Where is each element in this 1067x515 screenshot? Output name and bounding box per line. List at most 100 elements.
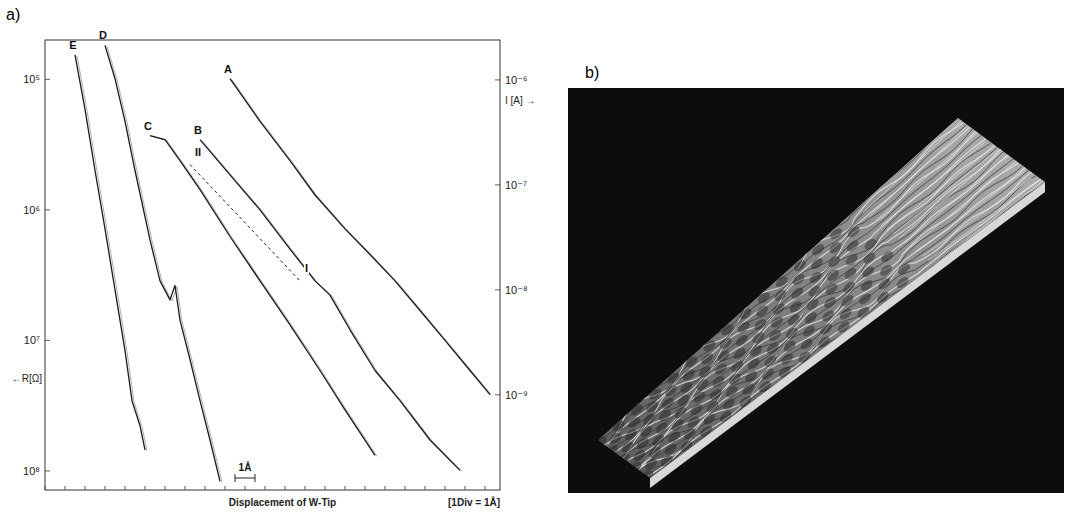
surface-bump: [750, 330, 766, 345]
series-labels: ABCDEIII: [69, 29, 309, 273]
surface-bump: [779, 351, 795, 366]
y-tick: [45, 79, 50, 80]
surface-ripple: [643, 175, 1036, 471]
surface-streak: [875, 132, 978, 221]
slab-surface: [598, 118, 1045, 478]
surface-bump: [659, 453, 675, 468]
surface-bump: [620, 439, 636, 454]
surface-ripple: [623, 149, 1001, 458]
surface-streak: [917, 170, 1025, 251]
surface-bump: [818, 321, 834, 336]
series-label: A: [224, 63, 232, 75]
surface-ripple: [607, 131, 977, 444]
series-label: D: [99, 29, 107, 41]
x-tick: [405, 486, 406, 490]
surface-bump: [769, 315, 785, 330]
surface-bump: [810, 242, 826, 257]
surface-bump: [828, 226, 844, 241]
surface-ripple: [622, 147, 998, 458]
surface-streak: [905, 151, 1012, 243]
y-tick: [45, 340, 50, 341]
surface-ripple: [611, 135, 981, 449]
surface-bump: [803, 310, 819, 325]
x-tick: [245, 486, 246, 490]
surface-bump: [643, 457, 659, 472]
series-line: [200, 140, 460, 471]
y-tick-label: 10⁷: [24, 334, 40, 346]
surface-bump: [743, 369, 759, 384]
x-tick: [225, 486, 226, 490]
surface-bump: [822, 295, 838, 310]
photo-background: [568, 88, 1064, 493]
annotation-bg: [304, 262, 309, 274]
panel-b: b): [568, 64, 1064, 493]
surface-bump: [721, 397, 737, 412]
surface-bump: [666, 430, 682, 445]
ripples: [593, 118, 1046, 484]
series-shadow-trace: [77, 56, 147, 451]
surface-bump: [774, 274, 790, 289]
surface-bump: [836, 320, 852, 335]
surface-bump: [681, 367, 697, 382]
surface-bump: [670, 417, 686, 432]
surface-bump: [611, 419, 627, 434]
surface-bump: [638, 424, 654, 439]
surface-bump: [683, 354, 699, 369]
surface-bump: [678, 380, 694, 395]
surface-bump: [765, 341, 781, 356]
x-tick: [205, 486, 206, 490]
surface-bump: [825, 268, 841, 283]
surface-bump: [875, 290, 891, 305]
surface-bump: [685, 414, 701, 429]
x-tick: [445, 486, 446, 490]
surface-ripple: [622, 146, 995, 460]
surface-bump: [857, 291, 873, 306]
annotation-connector: [190, 165, 300, 281]
surface-bump: [732, 346, 748, 361]
surface-ripple: [651, 183, 1045, 480]
surface-bump: [878, 263, 894, 278]
surface-bump: [788, 299, 804, 314]
surface-ripple: [619, 143, 991, 458]
series-line: [150, 136, 375, 456]
surface-bump: [859, 278, 875, 293]
plot-a: 10⁵10⁶10⁷10⁸10⁻⁶10⁻⁷10⁻⁸10⁻⁹←R[Ω]I [A] →…: [12, 29, 536, 508]
annotation: II: [195, 146, 201, 158]
surface-bump: [827, 240, 843, 255]
x-tick: [185, 486, 186, 490]
x-tick: [345, 486, 346, 490]
surface-bump: [737, 394, 753, 409]
surface-ripple: [648, 179, 1041, 476]
surface-bump: [713, 361, 729, 376]
surface-ripple: [598, 118, 958, 440]
surface-bump: [657, 408, 673, 423]
surface-bump: [694, 377, 710, 392]
annotation-bg: [194, 146, 202, 158]
scale-bar: [235, 474, 255, 482]
x-tick: [65, 486, 66, 490]
plot-frame: [45, 40, 500, 490]
series-label: B: [194, 124, 202, 136]
x-tick: [45, 486, 46, 490]
x-tick: [325, 486, 326, 490]
surface-bump: [718, 336, 734, 351]
surface-bump: [689, 402, 705, 417]
surface-bump: [771, 301, 787, 316]
surface-bump: [702, 338, 718, 353]
y-tick: [45, 470, 50, 471]
surface-streak: [881, 142, 985, 225]
x-tick: [465, 486, 466, 490]
x-axis-note: [1Div = 1Å]: [448, 496, 500, 508]
surface-bump: [616, 451, 632, 466]
y-tick-label: 10⁸: [23, 465, 40, 477]
surface-ripple: [603, 123, 963, 446]
x-tick: [285, 486, 286, 490]
surface-bump: [862, 237, 878, 252]
surface-bump: [796, 349, 812, 364]
y2-tick: [495, 184, 500, 185]
surface-bump: [654, 421, 670, 436]
y2-axis-title: I [A] →: [505, 95, 536, 106]
x-tick: [265, 486, 266, 490]
surface-bump: [710, 374, 726, 389]
surface-ripple: [628, 155, 1010, 460]
